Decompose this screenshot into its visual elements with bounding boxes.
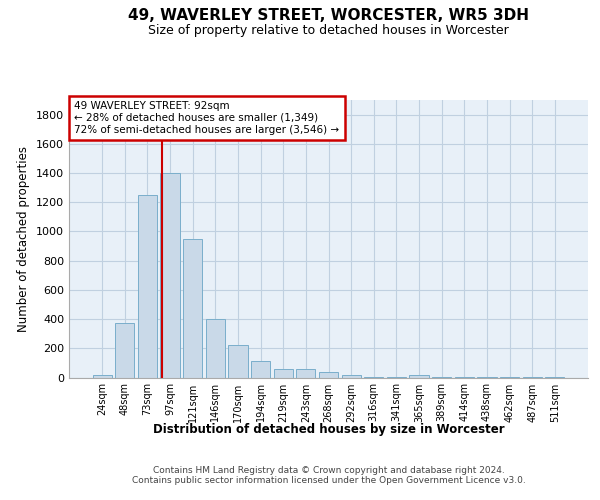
Bar — [138, 195, 157, 378]
Text: Contains public sector information licensed under the Open Government Licence v3: Contains public sector information licen… — [132, 476, 526, 485]
Bar — [206, 319, 225, 378]
Bar — [387, 377, 406, 378]
Bar — [160, 173, 180, 378]
Text: 49 WAVERLEY STREET: 92sqm
← 28% of detached houses are smaller (1,349)
72% of se: 49 WAVERLEY STREET: 92sqm ← 28% of detac… — [74, 102, 340, 134]
Text: Contains HM Land Registry data © Crown copyright and database right 2024.: Contains HM Land Registry data © Crown c… — [153, 466, 505, 475]
Bar — [296, 368, 316, 378]
Bar — [500, 377, 519, 378]
Bar — [251, 362, 270, 378]
Text: Size of property relative to detached houses in Worcester: Size of property relative to detached ho… — [148, 24, 509, 37]
Bar — [115, 322, 134, 378]
Text: 49, WAVERLEY STREET, WORCESTER, WR5 3DH: 49, WAVERLEY STREET, WORCESTER, WR5 3DH — [128, 8, 529, 22]
Bar — [341, 376, 361, 378]
Bar — [409, 376, 428, 378]
Bar — [229, 346, 248, 378]
Text: Distribution of detached houses by size in Worcester: Distribution of detached houses by size … — [153, 422, 505, 436]
Y-axis label: Number of detached properties: Number of detached properties — [17, 146, 31, 332]
Bar — [92, 374, 112, 378]
Bar — [545, 377, 565, 378]
Bar — [432, 377, 451, 378]
Bar — [183, 239, 202, 378]
Bar — [455, 377, 474, 378]
Bar — [364, 377, 383, 378]
Bar — [319, 372, 338, 378]
Bar — [523, 377, 542, 378]
Bar — [274, 368, 293, 378]
Bar — [477, 377, 497, 378]
